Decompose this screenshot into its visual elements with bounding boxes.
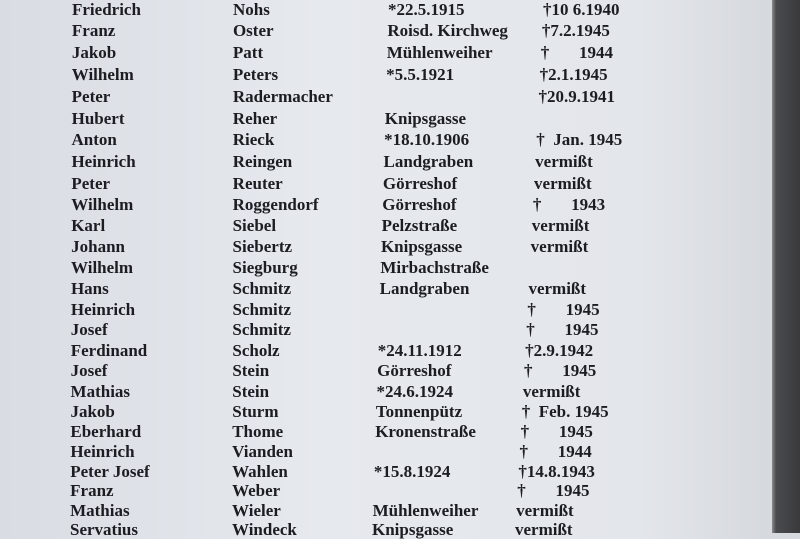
last-name: Wieler — [232, 501, 281, 520]
first-name: Heinrich — [71, 152, 136, 171]
birth-or-street: *22.5.1915 — [388, 0, 465, 19]
birth-or-street: Görreshof — [382, 195, 457, 214]
death-or-missing: † 1945 — [527, 300, 600, 319]
death-or-missing: vermißt — [516, 501, 574, 520]
first-name: Wilhelm — [71, 258, 134, 277]
first-name: Peter Josef — [70, 462, 150, 481]
first-name: Wilhelm — [71, 195, 134, 214]
death-or-missing: vermißt — [528, 279, 587, 298]
death-or-missing: † 1945 — [517, 481, 590, 500]
first-name: Franz — [71, 21, 116, 40]
birth-or-street: *24.11.1912 — [377, 341, 462, 360]
birth-or-street: Knipsgasse — [380, 237, 463, 256]
death-or-missing: vermißt — [515, 520, 573, 539]
first-name: Heinrich — [70, 300, 136, 319]
last-name: Siegburg — [232, 258, 298, 277]
birth-or-street: Landgraben — [383, 152, 474, 171]
last-name: Schmitz — [232, 279, 292, 298]
death-or-missing: †2.9.1942 — [525, 341, 594, 360]
first-name: Johann — [71, 237, 125, 256]
death-or-missing: vermißt — [531, 216, 590, 235]
death-or-missing: † 1945 — [523, 361, 597, 380]
first-name: Franz — [70, 481, 114, 500]
death-or-missing: †2.1.1945 — [539, 65, 608, 84]
last-name: Scholz — [232, 341, 280, 360]
last-name: Peters — [232, 65, 279, 84]
last-name: Roggendorf — [232, 195, 319, 214]
birth-or-street: Knipsgasse — [384, 109, 467, 128]
birth-or-street: Tonnenpütz — [375, 402, 463, 421]
last-name: Reuter — [232, 174, 283, 193]
first-name: Ferdinand — [70, 341, 148, 360]
first-name: Heinrich — [70, 442, 135, 461]
first-name: Friedrich — [72, 0, 141, 19]
first-name: Mathias — [70, 501, 130, 520]
death-or-missing: †20.9.1941 — [538, 87, 616, 106]
birth-or-street: Pelzstraße — [381, 216, 458, 235]
death-or-missing: † Feb. 1945 — [521, 402, 609, 421]
first-name: Peter — [71, 174, 111, 193]
last-name: Siebertz — [232, 237, 293, 256]
birth-or-street: *18.10.1906 — [384, 130, 470, 149]
first-name: Karl — [71, 216, 106, 235]
wall-edge — [772, 0, 800, 533]
first-name: Jakob — [70, 402, 115, 421]
birth-or-street: Kronenstraße — [375, 422, 476, 441]
last-name: Radermacher — [232, 87, 333, 106]
birth-or-street: Roisd. Kirchweg — [387, 21, 508, 40]
birth-or-street: *15.8.1924 — [373, 462, 451, 481]
first-name: Peter — [71, 87, 111, 106]
last-name: Weber — [232, 481, 281, 500]
death-or-missing: †7.2.1945 — [541, 21, 610, 40]
last-name: Reingen — [232, 152, 293, 171]
birth-or-street: Görreshof — [382, 174, 458, 193]
first-name: Eberhard — [70, 422, 142, 441]
last-name: Rieck — [232, 130, 275, 149]
death-or-missing: †14.8.1943 — [518, 462, 595, 481]
birth-or-street: Mühlenweiher — [372, 501, 479, 520]
death-or-missing: † 1944 — [519, 442, 592, 461]
first-name: Josef — [70, 361, 108, 380]
birth-or-street: Görreshof — [377, 361, 452, 380]
last-name: Stein — [232, 361, 270, 380]
last-name: Sturm — [232, 402, 279, 421]
last-name: Stein — [232, 382, 270, 401]
death-or-missing: vermißt — [530, 237, 589, 256]
first-name: Josef — [70, 320, 108, 339]
death-or-missing: † 1945 — [526, 320, 599, 339]
last-name: Nohs — [233, 0, 270, 19]
last-name: Reher — [232, 109, 278, 128]
death-or-missing: † 1943 — [532, 195, 606, 214]
last-name: Vianden — [232, 442, 293, 461]
first-name: Jakob — [71, 43, 117, 62]
memorial-name-list: Friedrich Nohs *22.5.1915 †10 6.1940 Franz Os… — [70, 0, 623, 539]
last-name: Oster — [232, 21, 274, 40]
last-name: Thome — [232, 422, 284, 441]
birth-or-street: Knipsgasse — [372, 520, 454, 539]
first-name: Mathias — [70, 382, 131, 401]
death-or-missing: † 1945 — [520, 422, 593, 441]
first-name: Hubert — [71, 109, 125, 128]
first-name: Anton — [71, 130, 117, 149]
first-name: Hans — [70, 279, 109, 298]
death-or-missing: vermißt — [535, 152, 593, 171]
death-or-missing: vermißt — [534, 174, 592, 193]
last-name: Schmitz — [232, 300, 291, 319]
death-or-missing: † 1944 — [540, 43, 613, 62]
first-name: Wilhelm — [71, 65, 134, 84]
last-name: Patt — [232, 43, 264, 62]
last-name: Wahlen — [232, 462, 288, 481]
death-or-missing: † Jan. 1945 — [536, 130, 623, 149]
birth-or-street: *5.5.1921 — [386, 65, 455, 84]
death-or-missing: †10 6.1940 — [543, 0, 620, 19]
first-name: Servatius — [70, 520, 138, 539]
last-name: Schmitz — [232, 320, 291, 339]
birth-or-street: *24.6.1924 — [376, 382, 453, 401]
birth-or-street: Mühlenweiher — [386, 43, 493, 62]
death-or-missing: vermißt — [522, 382, 581, 401]
birth-or-street: Mirbachstraße — [380, 258, 489, 277]
last-name: Siebel — [232, 216, 277, 235]
last-name: Windeck — [232, 520, 297, 539]
birth-or-street: Landgraben — [379, 279, 470, 298]
